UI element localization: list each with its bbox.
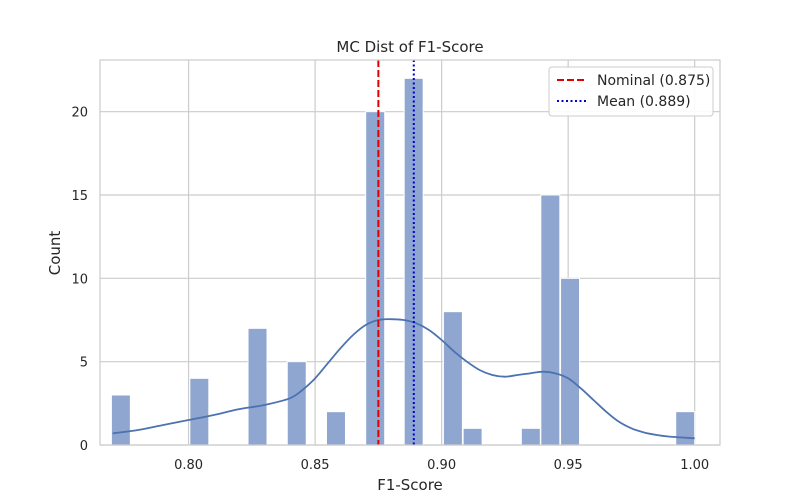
histogram-bar (442, 311, 463, 446)
histogram-bar (675, 411, 696, 446)
histogram-bar (110, 394, 131, 446)
x-tick-label: 0.85 (301, 458, 330, 473)
kde-curve (112, 318, 695, 440)
y-tick-label: 15 (71, 189, 88, 204)
histogram-bar (325, 411, 346, 446)
reference-lines (377, 60, 415, 445)
histogram-bar (560, 277, 581, 446)
histogram-bar (247, 327, 268, 446)
legend-mean-label: Mean (0.889) (597, 94, 691, 110)
histogram-bars (110, 77, 696, 446)
histogram-bar (540, 194, 561, 446)
histogram-bar (286, 361, 307, 446)
chart-title: MC Dist of F1-Score (336, 38, 483, 56)
plot-frame (99, 59, 721, 446)
x-tick-label: 0.95 (554, 458, 583, 473)
x-tick-label: 1.00 (680, 458, 709, 473)
y-tick-labels: 0 5 10 15 20 (71, 106, 88, 454)
legend: Nominal (0.875) Mean (0.889) (548, 66, 714, 117)
kde-layer (112, 318, 695, 440)
histogram-bar (189, 377, 210, 446)
histogram-bar (520, 427, 541, 446)
x-tick-label: 0.80 (174, 458, 203, 473)
histogram-bar (462, 427, 483, 446)
y-tick-label: 5 (80, 356, 88, 371)
y-tick-label: 10 (71, 272, 88, 287)
x-tick-label: 0.90 (427, 458, 456, 473)
y-axis-label: Count (46, 231, 64, 276)
y-tick-label: 0 (80, 439, 88, 454)
y-tick-label: 20 (71, 106, 88, 121)
histogram-bar (365, 111, 386, 446)
legend-box (548, 66, 714, 117)
x-axis-label: F1-Score (377, 476, 443, 494)
legend-nominal-label: Nominal (0.875) (597, 73, 710, 89)
x-tick-labels: 0.80 0.85 0.90 0.95 1.00 (174, 458, 709, 473)
